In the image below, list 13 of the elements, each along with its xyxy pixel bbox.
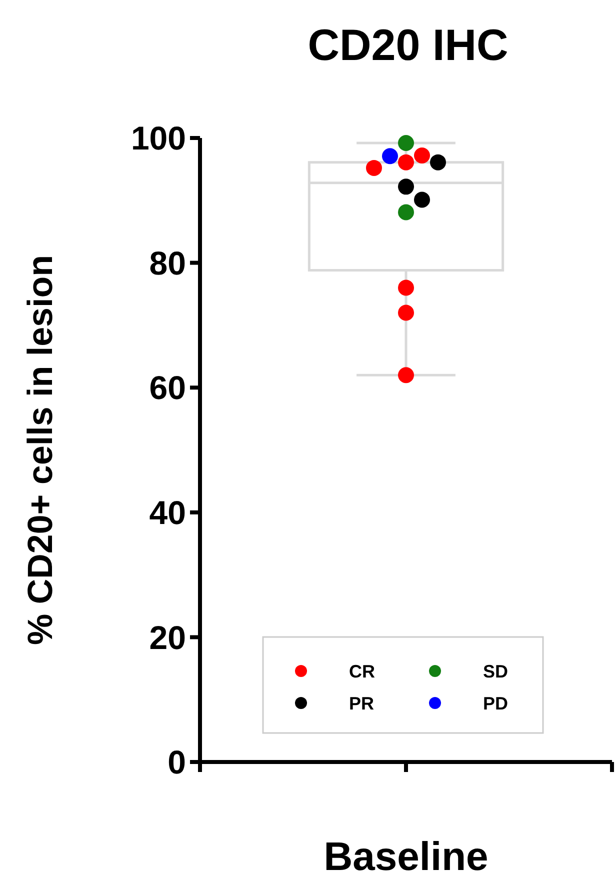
y-tick-label: 60 [149,369,186,406]
chart-title: CD20 IHC [308,21,508,70]
y-tick-label: 20 [149,618,186,656]
legend-label: SD [483,661,508,682]
y-axis-title: % CD20+ cells in lesion [21,254,60,646]
legend-label: PD [483,693,508,714]
y-tick-label: 100 [130,120,186,157]
y-tick-label: 40 [149,494,186,531]
legend-label: PR [349,693,374,714]
x-tick-label: Baseline [324,835,488,879]
y-tick-label: 80 [149,244,186,282]
y-tick-label: 0 [168,744,186,781]
legend-label: CR [349,661,375,682]
